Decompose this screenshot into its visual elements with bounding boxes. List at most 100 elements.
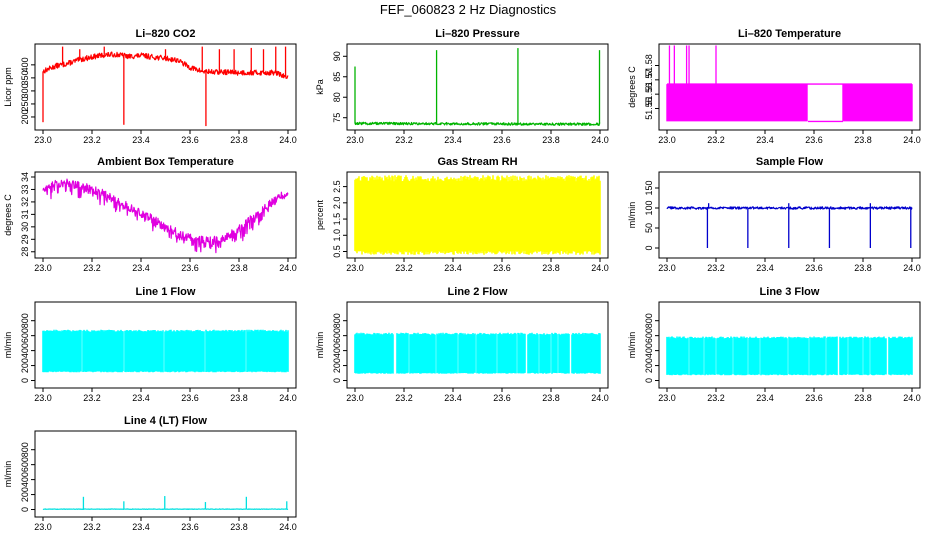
panel-title: Line 4 (LT) Flow [124, 415, 207, 427]
x-tick-label: 23.0 [346, 393, 364, 403]
y-axis-label: ml/min [3, 332, 13, 359]
x-tick-label: 23.6 [493, 135, 511, 145]
x-tick-label: 23.6 [493, 263, 511, 273]
x-tick-label: 23.6 [181, 393, 199, 403]
y-tick-label: 800 [20, 442, 30, 457]
x-tick-label: 23.0 [34, 522, 52, 532]
y-tick-label: 2.5 [332, 180, 342, 193]
y-axis-label: Licor ppm [3, 67, 13, 107]
series-line [42, 508, 289, 510]
x-tick-label: 23.8 [542, 263, 560, 273]
y-tick-label: 150 [644, 180, 654, 195]
y-tick-label: 51.56 [644, 83, 654, 106]
x-tick-label: 23.4 [132, 135, 150, 145]
y-axis-label: percent [315, 199, 325, 230]
y-tick-label: 0 [644, 245, 654, 250]
y-tick-label: 29 [20, 234, 30, 244]
series-line [666, 83, 913, 123]
plot-frame [34, 43, 297, 131]
y-tick-label: 0 [20, 507, 30, 512]
series-band [354, 175, 601, 255]
x-tick-label: 23.4 [444, 135, 462, 145]
chart-rh: Gas Stream RH percent 23.0 23.2 23.4 23.6 23.8… [315, 156, 609, 273]
y-tick-label: 33 [20, 184, 30, 194]
y-tick-label: 200 [20, 487, 30, 502]
y-tick-label: 50 [644, 223, 654, 233]
y-tick-label: 32 [20, 197, 30, 207]
x-tick-label: 23.4 [756, 393, 774, 403]
panel-title: Line 3 Flow [760, 286, 820, 298]
x-tick-label: 23.4 [444, 263, 462, 273]
y-tick-label: 400 [644, 343, 654, 358]
y-tick-label: 31 [20, 209, 30, 219]
x-tick-label: 24.0 [279, 393, 297, 403]
x-tick-label: 23.4 [756, 135, 774, 145]
y-tick-label: 800 [20, 313, 30, 328]
x-tick-label: 23.0 [658, 263, 676, 273]
x-tick-label: 23.4 [444, 393, 462, 403]
x-tick-label: 24.0 [279, 522, 297, 532]
chart-pressure: Li–820 Pressure kPa 23.0 23.2 23.4 23.6 23.8 24… [315, 28, 609, 145]
x-tick-label: 23.0 [346, 135, 364, 145]
y-tick-label: 75 [332, 113, 342, 123]
x-tick-label: 23.4 [132, 393, 150, 403]
x-tick-label: 23.6 [181, 263, 199, 273]
y-axis-label: ml/min [627, 332, 637, 359]
x-tick-label: 23.2 [707, 393, 725, 403]
series-band [666, 336, 913, 376]
series-band [42, 329, 289, 373]
plot-frame [346, 171, 609, 259]
y-tick-label: 51.57 [644, 69, 654, 92]
y-tick-label: 28 [20, 247, 30, 257]
series-line [354, 121, 601, 126]
y-tick-label: 0 [644, 378, 654, 383]
y-tick-label: 2.0 [332, 197, 342, 210]
y-tick-label: 51.58 [644, 54, 654, 77]
panel-title: Li–820 Temperature [738, 28, 841, 40]
chart-line3: Line 3 Flow ml/min 23.0 23.2 23.4 23.6 23.8 24.… [627, 286, 921, 403]
x-tick-label: 23.6 [493, 393, 511, 403]
y-tick-label: 1.5 [332, 213, 342, 226]
y-tick-label: 200 [20, 109, 30, 124]
x-tick-label: 23.2 [83, 135, 101, 145]
x-tick-label: 23.6 [805, 135, 823, 145]
chart-line2: Line 2 Flow ml/min 23.0 23.2 23.4 23.6 23.8 24.… [315, 286, 609, 403]
x-tick-label: 23.6 [805, 263, 823, 273]
x-tick-label: 23.2 [83, 263, 101, 273]
x-tick-label: 23.0 [658, 135, 676, 145]
x-tick-label: 23.0 [34, 263, 52, 273]
x-tick-label: 24.0 [591, 393, 609, 403]
chart-line4: Line 4 (LT) Flow ml/min 23.0 23.2 23.4 23.6 23… [3, 415, 297, 532]
panel-title: Sample Flow [756, 156, 824, 168]
chart-panels: Li–820 CO2 Licor ppm 23.0 23.2 23.4 23.6 23.8 2… [3, 28, 921, 532]
y-tick-label: 600 [644, 328, 654, 343]
x-tick-label: 24.0 [279, 135, 297, 145]
y-tick-label: 600 [332, 328, 342, 343]
panel-title: Line 1 Flow [136, 286, 196, 298]
x-tick-label: 23.8 [230, 263, 248, 273]
x-tick-label: 23.0 [346, 263, 364, 273]
chart-ambient: Ambient Box Temperature degrees C 23.0 23.2… [3, 156, 297, 273]
x-tick-label: 23.4 [132, 522, 150, 532]
y-axis-label: ml/min [627, 202, 637, 229]
figure-title: FEF_060823 2 Hz Diagnostics [380, 2, 557, 17]
chart-sample: Sample Flow ml/min 23.0 23.2 23.4 23.6 23.8 24.… [627, 156, 921, 273]
y-tick-label: 85 [332, 72, 342, 82]
y-axis-label: degrees C [3, 194, 13, 236]
y-tick-label: 51.55 [644, 97, 654, 120]
y-tick-label: 80 [332, 92, 342, 102]
x-tick-label: 23.8 [230, 522, 248, 532]
plot-frame [34, 301, 297, 389]
panel-title: Ambient Box Temperature [97, 156, 234, 168]
y-tick-label: 200 [20, 358, 30, 373]
x-tick-label: 23.0 [34, 393, 52, 403]
plot-frame [346, 43, 609, 131]
x-tick-label: 23.0 [34, 135, 52, 145]
y-axis-label: degrees C [627, 66, 637, 108]
x-tick-label: 23.6 [805, 393, 823, 403]
y-axis-label: ml/min [315, 332, 325, 359]
chart-line1: Line 1 Flow ml/min 23.0 23.2 23.4 23.6 23.8 24.… [3, 286, 297, 403]
y-tick-label: 100 [644, 200, 654, 215]
chart-temperature: Li–820 Temperature degrees C 23.0 23.2 23.4 2… [627, 28, 921, 145]
x-tick-label: 23.8 [542, 393, 560, 403]
